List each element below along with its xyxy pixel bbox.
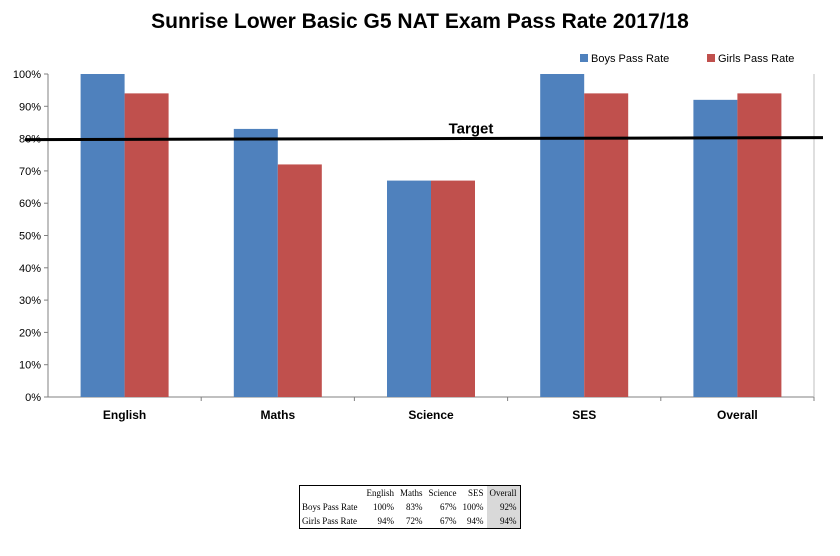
- bar-girls: [737, 93, 782, 397]
- bar-girls: [124, 93, 169, 397]
- table-row-label: Girls Pass Rate: [302, 516, 357, 526]
- table-cell: 83%: [406, 502, 423, 512]
- bar-boys: [693, 99, 738, 397]
- table-header-cell: English: [366, 488, 395, 498]
- table-header-cell: Maths: [400, 488, 423, 498]
- y-tick-label: 100%: [13, 69, 41, 81]
- y-tick-label: 30%: [19, 295, 41, 307]
- x-tick-label: SES: [572, 408, 596, 422]
- table-cell: 100%: [462, 502, 484, 512]
- table-header-cell: Science: [428, 488, 457, 498]
- x-tick-label: English: [103, 408, 146, 422]
- target-line: [24, 136, 824, 142]
- table-cell: 94%: [467, 516, 484, 526]
- table-corner-cell: [300, 486, 364, 501]
- x-tick-label: Maths: [260, 408, 295, 422]
- x-tick-label: Science: [408, 408, 454, 422]
- y-tick-label: 0%: [25, 392, 41, 404]
- y-tick-label: 40%: [19, 263, 41, 275]
- table-cell: 94%: [377, 516, 395, 526]
- bar-girls: [277, 164, 322, 397]
- y-tick-label: 90%: [19, 101, 41, 113]
- table-cell: 72%: [406, 516, 423, 526]
- data-table: English Maths Science SES Overall Boys P…: [299, 485, 521, 529]
- table-cell: 92%: [486, 500, 521, 514]
- bar-girls: [584, 93, 629, 397]
- table-cell: 67%: [440, 516, 457, 526]
- y-tick-label: 10%: [19, 360, 41, 372]
- legend-swatch-boys: [580, 54, 588, 62]
- target-label: Target: [449, 121, 494, 138]
- y-tick-label: 60%: [19, 198, 41, 210]
- table-row-label: Boys Pass Rate: [302, 502, 358, 512]
- table-header-cell: Overall: [486, 485, 521, 500]
- table-cell: 67%: [440, 502, 457, 512]
- table-header-cell: SES: [468, 488, 484, 498]
- bar-girls: [431, 180, 475, 397]
- y-tick-label: 20%: [19, 327, 41, 339]
- table-row: Boys Pass Rate 100% 83% 67% 100% 92%: [300, 500, 521, 514]
- y-tick-label: 50%: [19, 231, 41, 243]
- bar-boys: [387, 180, 431, 397]
- bar-boys: [540, 74, 585, 397]
- bar-boys: [233, 128, 278, 397]
- legend-label: Boys Pass Rate: [591, 53, 669, 65]
- legend-swatch-girls: [707, 54, 715, 62]
- table-cell: 100%: [373, 502, 395, 512]
- table-header-row: English Maths Science SES Overall: [300, 485, 521, 501]
- legend-label: Girls Pass Rate: [718, 53, 794, 65]
- y-tick-label: 70%: [19, 166, 41, 178]
- x-tick-label: Overall: [717, 408, 758, 422]
- bar-chart: 0%10%20%30%40%50%60%70%80%90%100%English…: [13, 53, 824, 422]
- chart-title: Sunrise Lower Basic G5 NAT Exam Pass Rat…: [151, 10, 689, 33]
- table-cell: 94%: [486, 514, 521, 529]
- table-row: Girls Pass Rate 94% 72% 67% 94% 94%: [300, 514, 521, 529]
- bar-boys: [80, 74, 125, 397]
